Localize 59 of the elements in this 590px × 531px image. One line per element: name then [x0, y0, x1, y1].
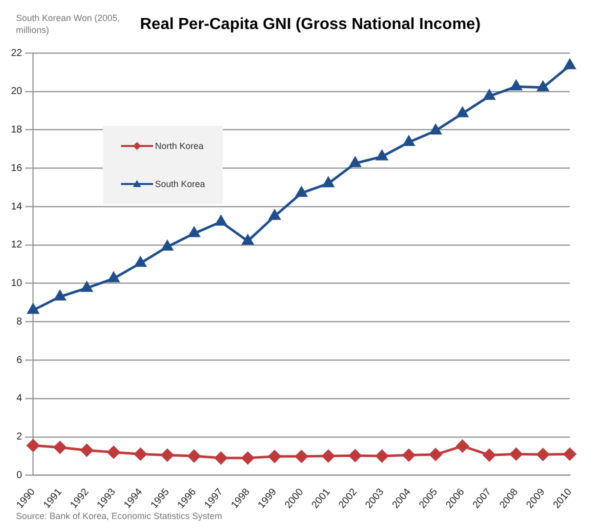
- point: [564, 448, 576, 460]
- y-tick-label: 4: [16, 393, 23, 404]
- point: [564, 59, 576, 70]
- point: [483, 448, 496, 462]
- point: [242, 452, 254, 464]
- y-tick-label: 16: [11, 162, 23, 174]
- point: [81, 282, 92, 292]
- point: [350, 157, 361, 168]
- y-tick-label: 18: [11, 124, 23, 136]
- y-tick-label: 2: [16, 432, 23, 443]
- y-tick-label: 14: [11, 201, 23, 212]
- legend-label: South Korea: [155, 179, 206, 189]
- point: [134, 256, 146, 267]
- point: [188, 227, 200, 238]
- point: [430, 124, 442, 134]
- point: [403, 136, 414, 146]
- y-tick-label: 20: [11, 86, 23, 98]
- point: [484, 90, 495, 100]
- y-tick-label: 12: [11, 240, 23, 251]
- point: [429, 448, 442, 461]
- point: [161, 448, 174, 462]
- point: [242, 234, 254, 245]
- point: [108, 272, 120, 282]
- point: [456, 107, 468, 118]
- point: [510, 448, 522, 460]
- point: [214, 452, 228, 464]
- y-tick-label: 22: [11, 48, 23, 59]
- point: [80, 444, 94, 457]
- y-axis-title: South Korean Won (2005, millions): [16, 12, 121, 36]
- chart-title: Real Per-Capita GNI (Gross National Income): [139, 16, 482, 34]
- point: [269, 210, 280, 220]
- point: [510, 80, 522, 90]
- point: [348, 449, 362, 462]
- source-note: Source: Bank of Korea, Economic Statistics System: [16, 511, 222, 521]
- point: [54, 441, 66, 454]
- y-tick-label: 10: [11, 278, 23, 290]
- point: [322, 177, 334, 188]
- y-tick-label: 8: [16, 316, 23, 328]
- point: [54, 290, 66, 300]
- point: [28, 304, 39, 314]
- point: [376, 150, 388, 160]
- point: [215, 216, 227, 226]
- y-tick-label: 6: [16, 354, 23, 366]
- point: [107, 446, 120, 458]
- point: [536, 448, 550, 461]
- legend-label: North Korea: [155, 141, 204, 151]
- point: [456, 440, 469, 452]
- point: [162, 240, 173, 251]
- point: [376, 450, 388, 462]
- point: [26, 439, 40, 452]
- point: [296, 186, 308, 197]
- point: [268, 450, 281, 463]
- point: [134, 448, 147, 460]
- point: [402, 448, 416, 462]
- point: [322, 450, 335, 462]
- point: [537, 81, 549, 92]
- y-tick-label: 0: [16, 470, 23, 481]
- point: [295, 450, 308, 463]
- point: [188, 450, 200, 462]
